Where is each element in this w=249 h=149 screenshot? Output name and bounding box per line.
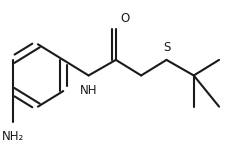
Text: NH₂: NH₂	[1, 130, 24, 143]
Text: NH: NH	[80, 84, 97, 97]
Text: S: S	[163, 41, 170, 54]
Text: O: O	[121, 11, 130, 25]
